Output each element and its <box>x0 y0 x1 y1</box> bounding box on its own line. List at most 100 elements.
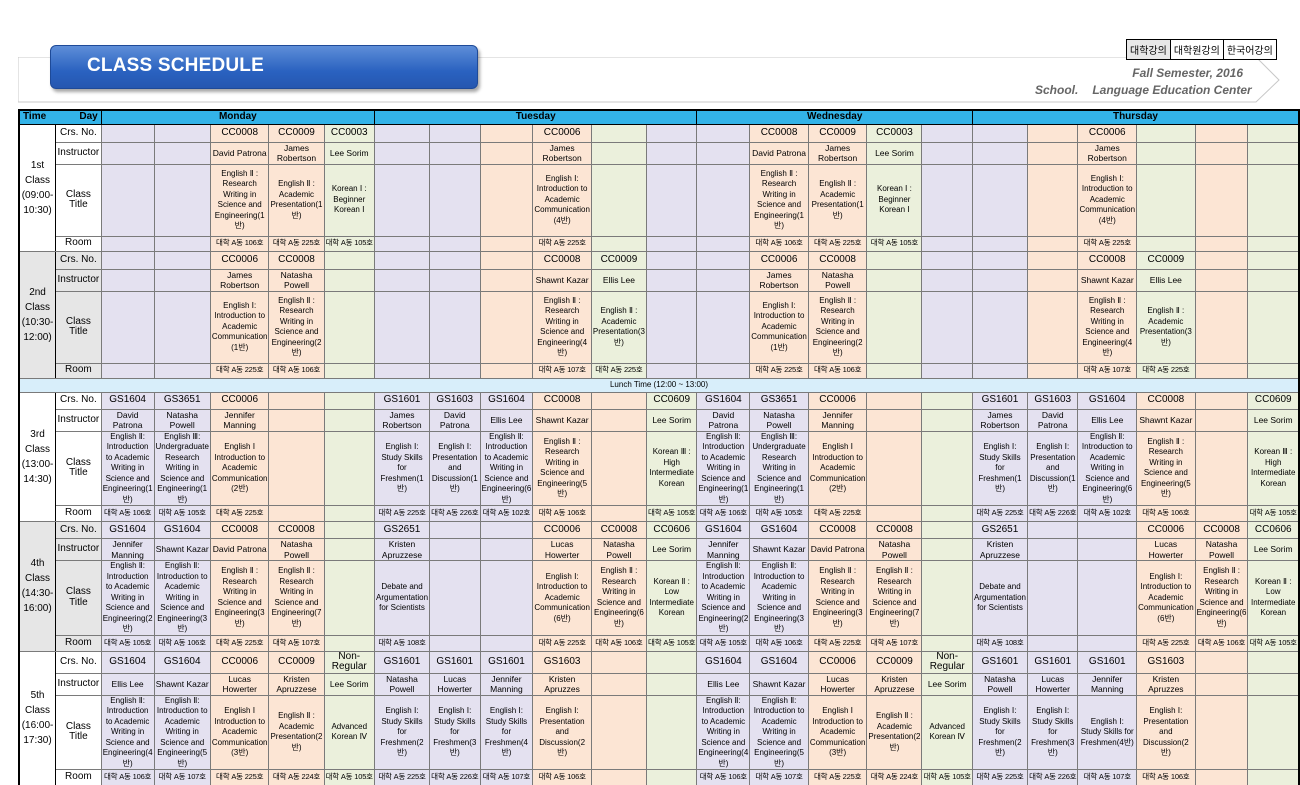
course-title-cell: English Ⅱ : Academic Presentation(1반) <box>807 163 868 237</box>
course-instructor-cell: Lee Sorim <box>645 538 698 561</box>
course-title-cell <box>479 560 534 636</box>
course-title-cell: English Ⅰ: Study Skills for Freshmen(4반) <box>1077 694 1138 770</box>
course-title-cell <box>153 163 211 237</box>
course-instructor-cell: Jennifer Manning <box>100 538 155 561</box>
course-room-cell: 대학 A동 108호 <box>373 634 431 652</box>
course-instructor-cell: David Patrona <box>696 408 751 432</box>
course-title-cell: English Ⅱ : Research Writing in Science … <box>532 430 592 506</box>
day-header-wednesday: Wednesday <box>696 109 973 125</box>
course-title-cell: English Ⅱ : Academic Presentation(2반) <box>866 694 923 770</box>
course-title-cell: English Ⅱ : Academic Presentation(3반) <box>590 290 647 364</box>
course-title-cell: English Ⅱ : Academic Presentation(1반) <box>268 163 325 237</box>
course-instructor-cell <box>645 141 698 165</box>
course-room-cell: 대학 A동 106호 <box>100 769 155 785</box>
course-code-cell: GS1604 <box>749 650 809 674</box>
course-code-cell: GS1604 <box>696 521 751 539</box>
course-code-cell: CC0008 <box>1136 391 1196 410</box>
course-room-cell: 대학 A동 226호 <box>1026 505 1079 522</box>
course-title-cell: English Ⅰ: Study Skills for Freshmen(1반) <box>971 430 1028 506</box>
course-room-cell: 대학 A동 105호 <box>1247 634 1300 652</box>
row-label-instructor: Instructor <box>55 672 102 696</box>
course-instructor-cell: Natasha Powell <box>268 268 325 292</box>
course-code-cell: GS1601 <box>1077 650 1138 674</box>
course-title-cell <box>1247 694 1300 770</box>
course-code-cell <box>1194 391 1249 410</box>
course-code-cell: CC0008 <box>1077 250 1138 270</box>
course-room-cell <box>429 362 481 379</box>
course-instructor-cell <box>645 268 698 292</box>
course-instructor-cell <box>1136 141 1196 165</box>
course-instructor-cell: James Robertson <box>807 141 868 165</box>
course-title-cell: English Ⅱ: Introduction to Academic Writ… <box>749 694 809 770</box>
course-room-cell: 대학 A동 102호 <box>479 505 534 522</box>
course-instructor-cell <box>153 141 211 165</box>
empty-cell <box>1194 290 1249 364</box>
tab-undergraduate[interactable]: 대학강의 <box>1127 40 1171 59</box>
course-code-cell: CC0003 <box>323 123 375 143</box>
course-instructor-cell: Lee Sorim <box>921 672 973 696</box>
course-room-cell <box>921 235 973 252</box>
schedule-table: Time Day Monday Tuesday Wednesday Thursd… <box>18 109 1300 785</box>
course-instructor-cell <box>696 141 751 165</box>
course-code-cell <box>645 250 698 270</box>
course-instructor-cell: Lee Sorim <box>1247 538 1300 561</box>
course-title-cell: English Ⅱ: Introduction to Academic Writ… <box>696 694 751 770</box>
course-title-cell: English Ⅲ: Undergraduate Research Writin… <box>153 430 211 506</box>
lang-tabs: 대학강의 대학원강의 한국어강의 <box>1126 39 1277 60</box>
course-title-cell <box>479 290 534 364</box>
period-label: 2nd Class (10:30-12:00) <box>18 250 57 379</box>
course-room-cell <box>645 362 698 379</box>
course-instructor-cell <box>429 141 481 165</box>
course-title-cell <box>921 290 973 364</box>
course-room-cell: 대학 A동 225호 <box>1077 235 1138 252</box>
course-title-cell: English Ⅱ : Research Writing in Science … <box>1194 560 1249 636</box>
course-room-cell: 대학 A동 107호 <box>153 769 211 785</box>
course-code-cell <box>696 250 751 270</box>
course-instructor-cell: Lucas Howerter <box>429 672 481 696</box>
course-room-cell: 대학 A동 225호 <box>1136 634 1196 652</box>
row-label-code: Crs. No. <box>55 650 102 674</box>
course-code-cell: CC0609 <box>645 391 698 410</box>
day-header-monday: Monday <box>100 109 376 125</box>
course-code-cell: GS2651 <box>373 521 431 539</box>
course-title-cell <box>323 430 375 506</box>
course-instructor-cell: James Robertson <box>373 408 431 432</box>
row-label-room: Room <box>55 769 102 785</box>
course-code-cell: GS1601 <box>971 650 1028 674</box>
course-instructor-cell <box>590 141 647 165</box>
course-instructor-cell <box>971 141 1028 165</box>
tab-graduate[interactable]: 대학원강의 <box>1170 40 1224 59</box>
course-title-cell: English Ⅰ: Introduction to Academic Comm… <box>532 560 592 636</box>
course-code-cell <box>323 521 375 539</box>
course-title-cell <box>866 290 923 364</box>
course-instructor-cell: David Patrona <box>429 408 481 432</box>
school-label: School. <box>1035 83 1079 97</box>
row-label-instructor: Instructor <box>55 538 102 561</box>
course-room-cell: 대학 A동 106호 <box>1194 634 1249 652</box>
course-room-cell: 대학 A동 105호 <box>645 634 698 652</box>
empty-cell <box>1247 235 1300 252</box>
course-code-cell <box>1247 650 1300 674</box>
course-room-cell <box>696 362 751 379</box>
course-title-cell <box>971 163 1028 237</box>
course-room-cell <box>429 235 481 252</box>
course-code-cell: Non-Regular <box>921 650 973 674</box>
course-title-cell: English Ⅰ: Study Skills for Freshmen(1반) <box>373 430 431 506</box>
course-instructor-cell: Shawnt Kazar <box>749 672 809 696</box>
row-label-room: Room <box>55 362 102 379</box>
row-label-code: Crs. No. <box>55 521 102 539</box>
course-title-cell: English Ⅰ: Introduction to Academic Comm… <box>749 290 809 364</box>
course-title-cell <box>921 163 973 237</box>
course-title-cell: English Ⅰ: Presentation and Discussion(1… <box>429 430 481 506</box>
tab-korean[interactable]: 한국어강의 <box>1223 40 1276 59</box>
course-instructor-cell <box>921 268 973 292</box>
schedule-row-room: Room 대학 A동 105호 대학 A동 106호 대학 A동 225호 대학 A동 … <box>19 634 1300 652</box>
course-room-cell: 대학 A동 105호 <box>645 505 698 522</box>
course-room-cell <box>590 235 647 252</box>
course-instructor-cell: Lucas Howerter <box>1136 538 1196 561</box>
course-code-cell <box>100 123 155 143</box>
course-room-cell: 대학 A동 106호 <box>590 634 647 652</box>
course-code-cell: GS3651 <box>153 391 211 410</box>
course-room-cell <box>479 235 534 252</box>
course-instructor-cell: Kristen Apruzzes <box>1136 672 1196 696</box>
